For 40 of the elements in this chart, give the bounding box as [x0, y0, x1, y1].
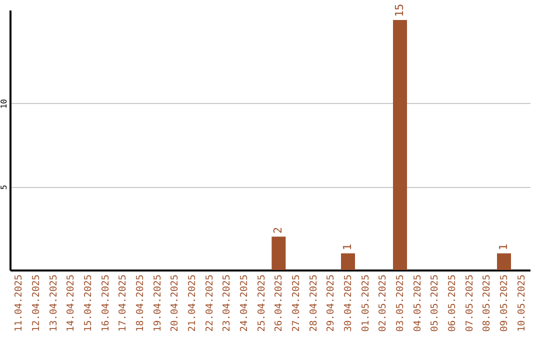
- data-label: 15: [393, 4, 406, 17]
- x-tick-label: 12.04.2025: [31, 274, 42, 332]
- x-tick-label: 22.04.2025: [204, 274, 216, 332]
- x-tick-label: 14.04.2025: [66, 274, 77, 332]
- x-tick-label: 10.05.2025: [516, 274, 528, 332]
- x-tick-label: 25.04.2025: [256, 274, 268, 332]
- x-tick-label: 02.05.2025: [378, 274, 389, 332]
- x-tick-label: 30.04.2025: [343, 274, 354, 332]
- x-tick-label: 28.04.2025: [308, 274, 320, 332]
- x-tick-label: 18.04.2025: [135, 274, 146, 332]
- x-tick-label: 19.04.2025: [152, 274, 164, 332]
- x-tick-label: 23.04.2025: [222, 274, 233, 332]
- x-tick-label: 29.04.2025: [326, 274, 337, 332]
- x-tick-label: 17.04.2025: [118, 274, 129, 332]
- x-tick-label: 21.04.2025: [187, 274, 198, 332]
- bar: [497, 253, 511, 270]
- bar: [341, 253, 355, 270]
- x-tick-label: 05.05.2025: [430, 274, 441, 332]
- x-tick-label: 08.05.2025: [482, 274, 493, 332]
- x-tick-label: 26.04.2025: [274, 274, 285, 332]
- data-label: 1: [497, 244, 510, 250]
- x-tick-label: 01.05.2025: [360, 274, 372, 332]
- y-tick-label: 10: [0, 98, 8, 109]
- x-tick-label: 07.05.2025: [464, 274, 476, 332]
- x-tick-label: 04.05.2025: [412, 274, 424, 332]
- y-tick-label: 5: [0, 184, 8, 190]
- data-label: 1: [341, 244, 354, 250]
- bar: [393, 20, 407, 270]
- bar: [272, 236, 286, 270]
- x-tick-label: 03.05.2025: [395, 274, 406, 332]
- x-tick-label: 20.04.2025: [170, 274, 181, 332]
- data-label: 2: [272, 227, 285, 234]
- x-tick-label: 09.05.2025: [499, 274, 510, 332]
- x-tick-label: 11.04.2025: [14, 274, 25, 332]
- x-tick-label: 13.04.2025: [48, 274, 60, 332]
- x-tick-label: 27.04.2025: [291, 274, 302, 332]
- x-tick-label: 06.05.2025: [447, 274, 458, 332]
- x-tick-label: 24.04.2025: [239, 274, 250, 332]
- x-tick-label: 16.04.2025: [100, 274, 112, 332]
- x-tick-label: 15.04.2025: [83, 274, 94, 332]
